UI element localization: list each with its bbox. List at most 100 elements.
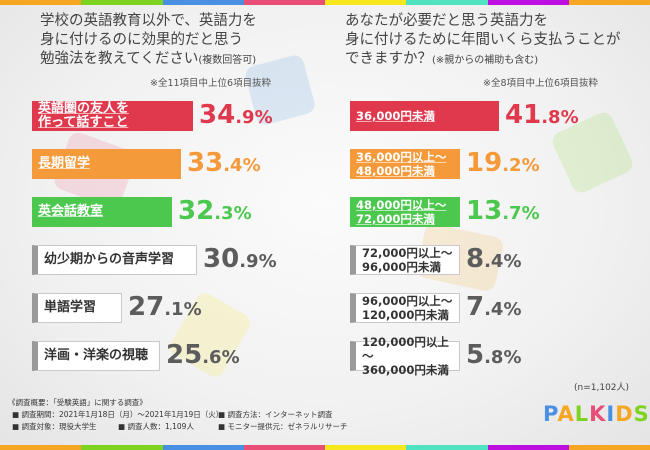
bar-row: 英語圏の友人を 作って話すこと 34.9% [32,99,332,134]
category-label: 120,000円以上～ 360,000円未満 [362,335,459,377]
value-decimal: .7 [502,203,522,224]
category-label-line: 36,000円以上～ [356,150,447,164]
value-label: 33.4% [187,147,261,182]
value-unit: % [560,107,579,128]
value-label: 5.8% [466,339,522,374]
value-label: 30.9% [203,243,277,278]
bar-row: 英会話教室 32.3% [32,195,332,230]
category-label: 単語学習 [44,301,96,315]
stripe-segment [162,0,244,5]
logo-letter: D [615,402,634,426]
bar: 96,000円以上～ 120,000円未満 [350,293,460,323]
category-label-line: 96,000円未満 [362,260,441,274]
bar-row: 96,000円以上～ 120,000円未満 7.4% [350,292,650,323]
value-label: 34.9% [199,99,273,134]
value-unit: % [503,347,522,368]
stripe-segment [325,445,407,450]
value-int: 34 [199,100,236,130]
logo-letter: L [574,402,590,426]
value-decimal: .8 [541,107,561,128]
category-label-line: 120,000円以上～ [362,335,449,363]
category-label-line: 120,000円未満 [362,308,449,322]
value-label: 19.2% [466,147,540,182]
category-label-line: 英会話教室 [38,204,104,219]
value-label: 8.4% [466,243,522,278]
stripe-segment [0,0,82,5]
left-question-line: 身に付けるのに効果的だと思う [40,32,243,48]
bar-row: 120,000円以上～ 360,000円未満 5.8% [350,335,650,377]
category-label-line: 36,000円未満 [356,109,435,123]
palkids-logo: PALKIDS [543,402,650,426]
category-label-line: 48,000円未満 [356,164,435,178]
stripe-segment [487,0,569,5]
category-label-line: 48,000円以上～ [356,198,447,212]
survey-period: ■ 調査期間：2021年1月18日（月）～2021年1月19日（火） [12,410,224,419]
left-question-line: 学校の英語教育以外で、英語力を [40,13,257,29]
stripe-segment [406,0,488,5]
value-decimal: .6 [202,347,222,368]
right-question: あなたが必要だと思う英語力を 身に付けるために年間いくら支払うことが できますか… [345,12,621,70]
bar: 単語学習 [32,293,122,323]
value-unit: % [521,203,540,224]
category-label: 36,000円未満 [356,109,435,123]
bar: 幼少期からの音声学習 [32,245,197,275]
bar: 48,000円以上～ 72,000円未満 [350,197,460,227]
value-int: 41 [505,100,542,130]
value-decimal: .9 [235,107,255,128]
value-decimal: .4 [223,155,243,176]
value-unit: % [183,299,202,320]
value-decimal: .1 [164,299,184,320]
value-decimal: .2 [502,155,522,176]
value-label: 41.8% [505,99,579,134]
stripe-segment [81,0,163,5]
category-label: 48,000円以上～ 72,000円未満 [356,198,446,226]
value-decimal: .3 [214,203,234,224]
value-label: 27.1% [128,291,202,326]
value-int: 8 [466,244,485,274]
bar: 120,000円以上～ 360,000円未満 [350,335,460,377]
value-decimal: .9 [239,251,259,272]
category-label: 洋画・洋楽の視聴 [44,349,148,363]
left-question-suffix: (複数回答可) [198,55,257,66]
value-unit: % [503,251,522,272]
category-label-line: 洋画・洋楽の視聴 [44,348,149,363]
left-question: 学校の英語教育以外で、英語力を 身に付けるのに効果的だと思う 勉強法を教えてくだ… [40,12,257,70]
right-note: ※全8項目中上位6項目抜粋 [483,78,599,89]
logo-letter: S [633,402,650,426]
bar: 36,000円未満 [350,101,499,131]
value-int: 27 [128,292,165,322]
bar: 36,000円以上～ 48,000円未満 [350,149,460,179]
value-label: 32.3% [178,195,252,230]
right-question-line: 身に付けるために年間いくら支払うことが [345,32,621,48]
left-note: ※全11項目中上位6項目抜粋 [150,78,272,89]
top-color-stripe [0,0,650,5]
category-label: 96,000円以上～ 120,000円未満 [362,294,452,322]
category-label: 英会話教室 [38,205,103,219]
stripe-segment [325,0,407,5]
value-unit: % [521,155,540,176]
value-decimal: .8 [484,347,504,368]
bottom-color-stripe [0,445,650,450]
bar: 英会話教室 [32,197,172,227]
category-label: 72,000円以上～ 96,000円未満 [362,246,452,274]
bar: 洋画・洋楽の視聴 [32,341,160,371]
stripe-segment [243,445,325,450]
value-int: 7 [466,292,485,322]
right-question-suffix: (※親からの補助も含む) [432,55,539,66]
bar-row: 幼少期からの音声学習 30.9% [32,243,332,278]
bar-row: 36,000円以上～ 48,000円未満 19.2% [350,147,650,182]
logo-letter: P [543,402,558,426]
sample-size: (n=1,102人) [574,383,630,393]
stripe-segment [406,445,488,450]
stripe-segment [487,445,569,450]
category-label: 幼少期からの音声学習 [44,253,174,267]
category-label: 長期留学 [38,157,90,171]
bar-row: 36,000円未満 41.8% [350,99,650,134]
left-question-line: 勉強法を教えてください [40,51,199,67]
category-label-line: 幼少期からの音声学習 [44,252,175,267]
category-label: 36,000円以上～ 48,000円未満 [356,150,446,178]
value-unit: % [233,203,252,224]
bar: 72,000円以上～ 96,000円未満 [350,245,460,275]
logo-letter: A [557,402,575,426]
